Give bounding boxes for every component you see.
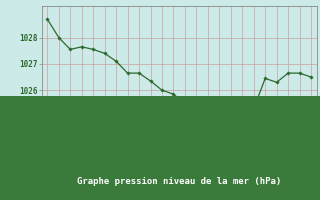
Text: Graphe pression niveau de la mer (hPa): Graphe pression niveau de la mer (hPa) [77, 178, 281, 186]
